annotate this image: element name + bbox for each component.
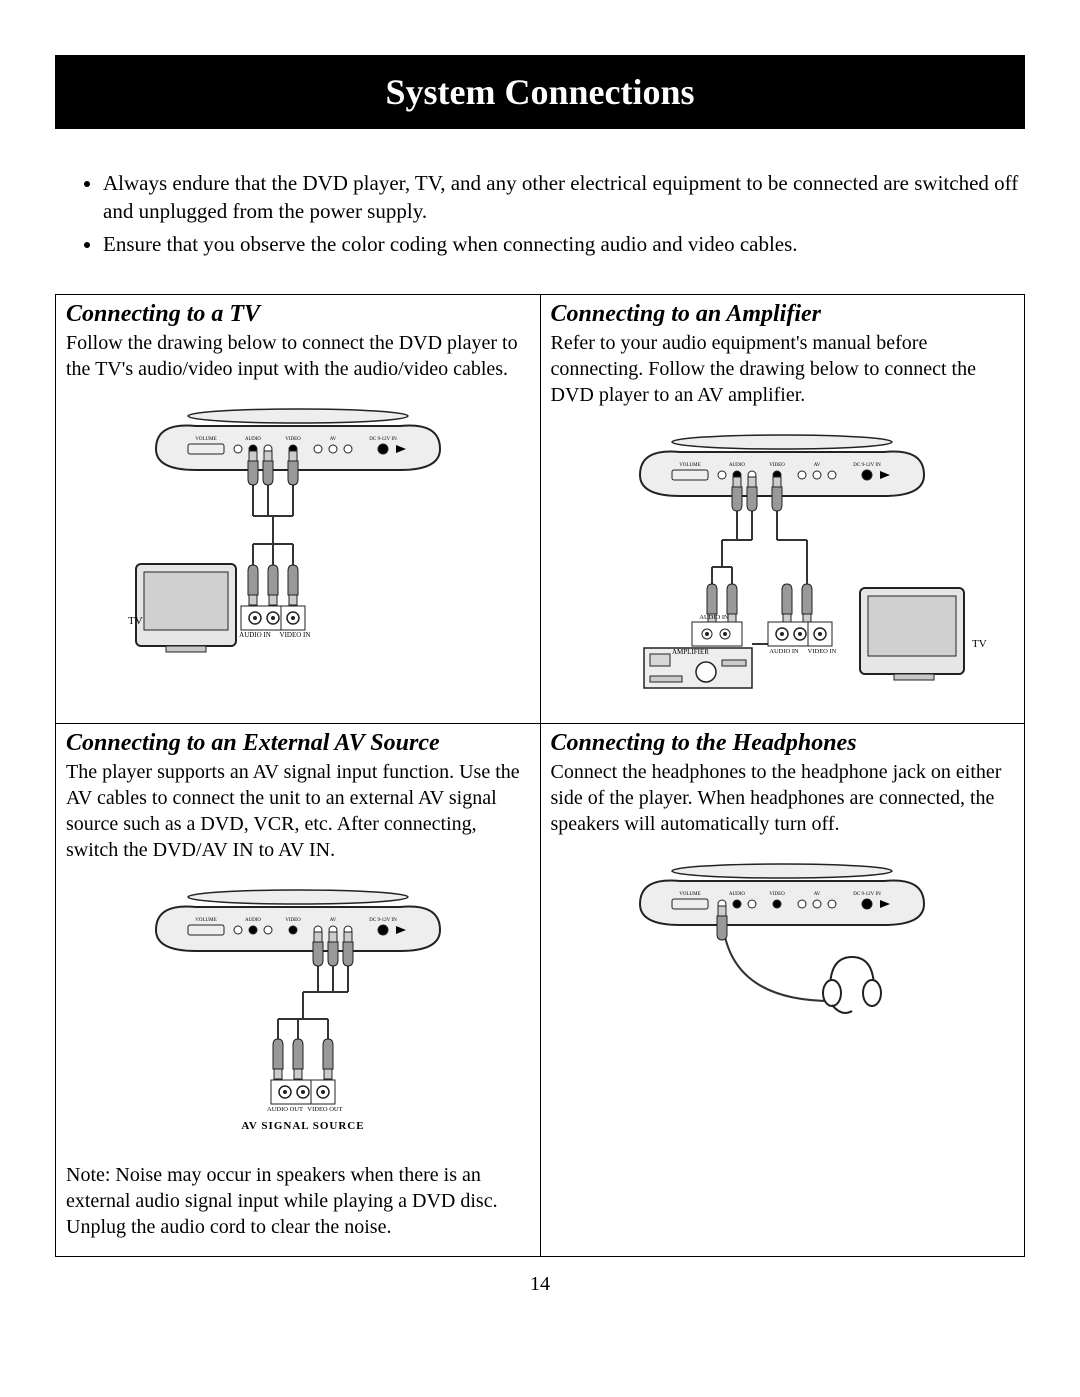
cell-hp: Connecting to the Headphones Connect the…: [540, 724, 1025, 1257]
label-tv: TV: [972, 638, 987, 650]
diagram-ext: AUDIO OUT VIDEO OUT AV SIGNAL SOURCE: [66, 877, 530, 1152]
label-amplifier: AMPLIFIER: [672, 648, 709, 656]
note-item: Ensure that you observe the color coding…: [103, 230, 1025, 258]
section-body-ext: The player supports an AV signal input f…: [66, 759, 530, 863]
diagram-amp: AUDIO IN AUDIO IN VIDEO IN AMPLIFIER: [551, 422, 1015, 707]
section-note-ext: Note: Noise may occur in speakers when t…: [66, 1162, 530, 1240]
section-body-hp: Connect the headphones to the headphone …: [551, 759, 1015, 837]
label-audio-out: AUDIO OUT: [267, 1106, 303, 1113]
page-title: System Connections: [385, 72, 694, 112]
cell-ext: Connecting to an External AV Source The …: [56, 724, 541, 1257]
section-title-amp: Connecting to an Amplifier: [551, 301, 1015, 328]
cell-amp: Connecting to an Amplifier Refer to your…: [540, 295, 1025, 724]
note-item: Always endure that the DVD player, TV, a…: [103, 169, 1025, 226]
section-title-hp: Connecting to the Headphones: [551, 730, 1015, 757]
label-av-source: AV SIGNAL SOURCE: [241, 1120, 364, 1132]
section-title-tv: Connecting to a TV: [66, 301, 530, 328]
sections-grid: Connecting to a TV Follow the drawing be…: [55, 294, 1025, 1257]
diagram-tv: AUDIO IN VIDEO IN TV: [66, 396, 530, 681]
section-title-ext: Connecting to an External AV Source: [66, 730, 530, 757]
label-audio-in: AUDIO IN: [239, 631, 271, 639]
label-video-in: VIDEO IN: [279, 631, 310, 639]
diagram-hp: [551, 851, 1015, 1056]
label-video-out: VIDEO OUT: [307, 1106, 342, 1113]
label-tv: TV: [128, 615, 143, 627]
label-video-in: VIDEO IN: [808, 648, 837, 655]
page-number: 14: [55, 1273, 1025, 1296]
section-body-tv: Follow the drawing below to connect the …: [66, 330, 530, 382]
cell-tv: Connecting to a TV Follow the drawing be…: [56, 295, 541, 724]
label-audio-in: AUDIO IN: [770, 648, 800, 655]
label-audio-in: AUDIO IN: [700, 614, 730, 621]
section-body-amp: Refer to your audio equipment's manual b…: [551, 330, 1015, 408]
page-title-bar: System Connections: [55, 55, 1025, 129]
safety-notes: Always endure that the DVD player, TV, a…: [55, 169, 1025, 258]
